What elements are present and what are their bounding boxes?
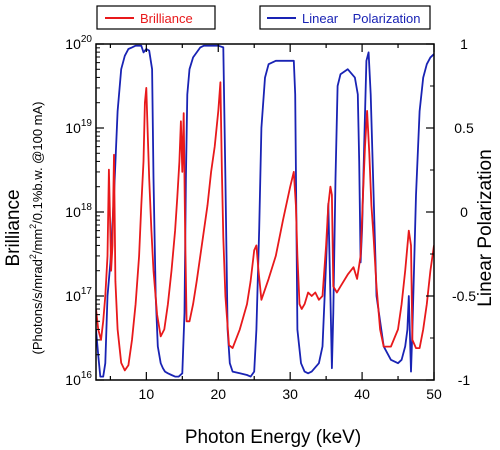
legend-box-brilliance	[96, 5, 216, 30]
x-axis-title: Photon Energy (keV)	[185, 427, 361, 448]
x-tick-label: 10	[139, 386, 155, 402]
legend-label-polarization: Linear Polarization	[302, 11, 421, 26]
y-tick-label: 1020	[65, 34, 92, 52]
x-tick-label: 20	[210, 386, 226, 402]
y-tick-label: 1019	[65, 118, 92, 136]
y2-tick-label: 1	[460, 36, 468, 52]
y2-axis-title: Linear Polarization	[475, 149, 496, 306]
x-tick-label: 30	[282, 386, 298, 402]
legend-box-polarization	[259, 5, 431, 30]
y-axis-title: Brilliance	[3, 189, 24, 266]
y-tick-label: 1017	[65, 286, 92, 304]
x-tick-label: 50	[426, 386, 442, 402]
legend-label-brilliance: Brilliance	[140, 11, 193, 26]
y-units-sup-2: 2	[28, 224, 38, 229]
y-axis-units: (Photons/s/mrad2/mm2/0.1%b.w. @100 mA)	[28, 102, 45, 355]
y-units-part-2: /mm	[30, 229, 45, 254]
y-units-sup-1: 2	[28, 254, 38, 259]
y-tick-label: 1018	[65, 202, 92, 220]
y2-tick-label: -0.5	[452, 288, 476, 304]
y-units-part-3: /0.1%b.w. @100 mA)	[30, 102, 45, 224]
y2-tick-label: 0	[460, 204, 468, 220]
y2-tick-label: -1	[458, 372, 471, 388]
legend: Brilliance Linear Polarization	[96, 5, 431, 30]
y-units-part-1: (Photons/s/mrad	[30, 259, 45, 354]
series-line-brilliance	[96, 81, 434, 372]
x-tick-label: 40	[354, 386, 370, 402]
y2-tick-label: 0.5	[454, 120, 474, 136]
y-tick-label: 1016	[65, 370, 92, 388]
